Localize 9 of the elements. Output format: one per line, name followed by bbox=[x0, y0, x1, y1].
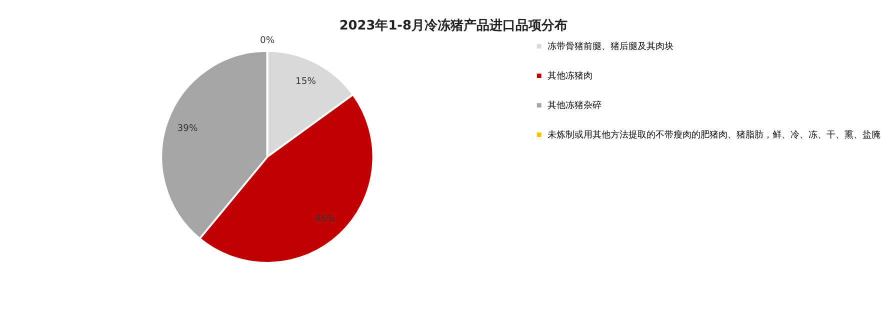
data-label: 15% bbox=[296, 76, 316, 88]
legend-label: 冻带骨猪前腿、猪后腿及其肉块 bbox=[547, 41, 674, 52]
chart-title: 2023年1-8月冷冻猪产品进口品项分布 bbox=[339, 17, 568, 34]
data-label: 39% bbox=[177, 122, 198, 134]
text: 0% bbox=[260, 35, 275, 46]
legend-label: 其他冻猪肉 bbox=[547, 70, 592, 82]
legend-label: 其他冻猪杂碎 bbox=[547, 100, 602, 112]
legend-label: 未炼制或用其他方法提取的不带瘦肉的肥猪肉、猪脂肪，鲜、冷、冻、干、熏、盐腌 bbox=[547, 130, 880, 141]
data-label: 46% bbox=[315, 213, 336, 224]
